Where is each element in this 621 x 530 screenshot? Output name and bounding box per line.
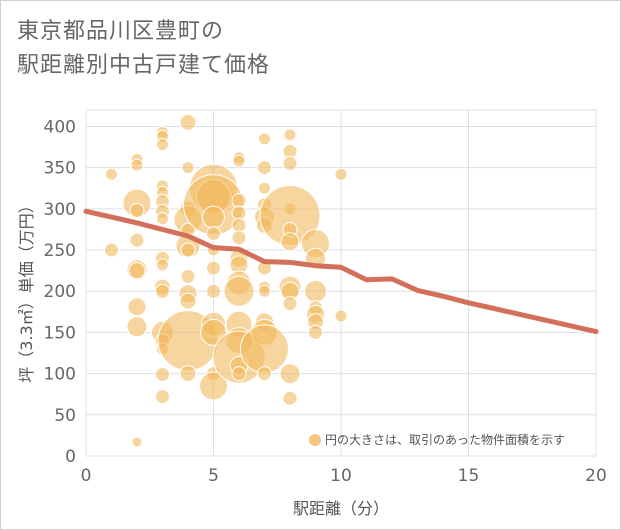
- data-bubble: [179, 113, 197, 131]
- data-bubble: [179, 365, 197, 383]
- data-bubble: [231, 366, 247, 382]
- trend-line: [83, 208, 599, 335]
- data-bubble: [129, 203, 145, 219]
- data-bubble: [179, 292, 197, 310]
- data-bubble: [156, 258, 169, 272]
- data-bubble: [156, 138, 169, 152]
- x-tick-label: 5: [208, 466, 219, 486]
- x-tick-label: 10: [330, 466, 352, 486]
- chart-title: 東京都品川区豊町の 駅距離別中古戸建て価格: [17, 15, 577, 83]
- x-axis-label: 駅距離（分）: [293, 499, 389, 518]
- legend-bubble-icon: [309, 434, 321, 446]
- data-bubble: [257, 366, 272, 382]
- y-tick-label: 350: [44, 159, 76, 179]
- data-bubble: [156, 212, 169, 226]
- y-tick-label: 50: [54, 406, 76, 426]
- data-bubble: [155, 366, 170, 382]
- chart-title-line-2: 駅距離別中古戸建て価格: [17, 53, 271, 78]
- y-tick-label: 300: [44, 200, 76, 220]
- y-tick-label: 150: [44, 323, 76, 343]
- data-bubble: [223, 275, 255, 307]
- data-bubble: [206, 260, 221, 276]
- axes: 0 50 100 150 200 250 300 350 400 0 5 10 15 20: [44, 117, 607, 486]
- chart-title-line-1: 東京都品川区豊町の: [17, 19, 225, 44]
- data-bubble: [240, 324, 289, 374]
- data-bubble: [180, 268, 196, 284]
- data-bubble: [199, 371, 228, 401]
- data-bubble: [128, 262, 146, 280]
- data-bubble: [280, 232, 300, 252]
- legend: 円の大きさは、取引のあった物件面積を示す: [309, 432, 565, 447]
- data-bubble: [105, 167, 118, 181]
- x-tick-label: 20: [585, 466, 607, 486]
- y-axis-label: 坪（3.3㎡）単価（万円）: [17, 197, 36, 382]
- data-bubble: [279, 363, 301, 385]
- data-bubble: [258, 284, 271, 298]
- data-bubble: [334, 167, 348, 181]
- x-tick-label: 15: [458, 466, 480, 486]
- data-bubble: [232, 154, 246, 168]
- data-bubble: [181, 161, 195, 175]
- x-tick-label: 0: [81, 466, 92, 486]
- data-bubble: [126, 316, 148, 338]
- data-bubble: [180, 242, 196, 258]
- data-bubble: [258, 132, 271, 146]
- data-bubble: [129, 232, 145, 248]
- y-tick-label: 250: [44, 241, 76, 261]
- data-bubble: [282, 296, 298, 312]
- data-bubble: [282, 156, 298, 172]
- data-bubble: [131, 436, 143, 448]
- data-bubble: [206, 283, 221, 299]
- data-bubble: [155, 389, 170, 405]
- data-bubble: [104, 242, 119, 258]
- trend-line-layer: [83, 208, 599, 335]
- data-bubble: [308, 324, 323, 340]
- data-bubble: [202, 205, 225, 229]
- data-bubble: [282, 390, 298, 406]
- data-bubble: [258, 181, 271, 195]
- bubbles: [104, 113, 348, 448]
- data-bubble: [283, 128, 297, 142]
- y-tick-label: 200: [44, 282, 76, 302]
- data-bubble: [155, 283, 170, 299]
- y-tick-label: 0: [65, 447, 76, 467]
- legend-text: 円の大きさは、取引のあった物件面積を示す: [325, 432, 565, 447]
- y-tick-label: 400: [44, 117, 76, 137]
- data-bubble: [206, 226, 221, 242]
- data-bubble: [231, 230, 247, 246]
- data-bubble: [130, 158, 144, 172]
- y-tick-label: 100: [44, 365, 76, 385]
- data-bubble: [257, 160, 272, 176]
- data-bubble: [127, 297, 147, 317]
- data-bubble: [304, 279, 327, 303]
- data-bubble: [334, 309, 348, 323]
